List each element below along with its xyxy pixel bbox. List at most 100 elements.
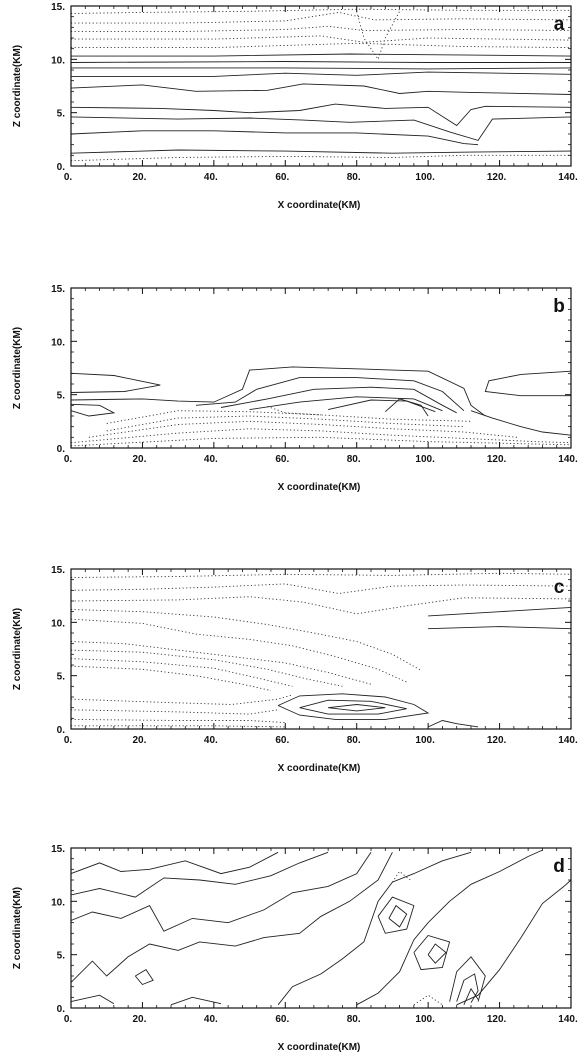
panel-label: a — [554, 14, 565, 35]
contour-dotted — [267, 405, 322, 416]
y-tick-label: 10. — [51, 55, 65, 66]
y-axis-label: Z coordinate(KM) — [12, 45, 23, 127]
contour-solid — [413, 934, 451, 971]
x-tick-label: 40. — [204, 454, 218, 465]
panel-c: 0. 20. 40. 60. 80. 100. 120. 140. 0. 5. 10. 15. X co… — [12, 565, 578, 774]
y-tick-label: 15. — [51, 2, 65, 13]
contour-solid — [356, 849, 543, 1006]
x-tick-label: 120. — [487, 454, 507, 465]
panel-b: 0. 20. 40. 60. 80. 100. 120. 140. 0. 5. 10. 15. X co… — [12, 284, 578, 493]
x-tick-label: 100. — [415, 1014, 435, 1025]
contour-solid — [249, 396, 443, 412]
contour-solid — [195, 377, 465, 412]
contours — [70, 366, 572, 447]
contour-solid — [384, 398, 429, 417]
y-tick-label: 15. — [51, 844, 65, 855]
x-tick-label: 60. — [275, 1014, 289, 1025]
panel-label: d — [553, 856, 565, 877]
contour-dotted — [71, 25, 572, 33]
contour-solid — [277, 693, 430, 720]
contour-solid — [70, 103, 572, 127]
panel-d: 0. 20. 40. 60. 80. 100. 120. 140. 0. 5. 10. 15. X co… — [12, 844, 578, 1053]
contour-dotted — [70, 436, 572, 447]
contour-dotted — [70, 609, 422, 671]
x-tick-label: 40. — [204, 172, 218, 183]
x-tick-label: 20. — [132, 454, 146, 465]
contour-solid — [456, 879, 572, 1006]
y-tick-label: 15. — [51, 284, 65, 295]
x-axis-label: X coordinate(KM) — [278, 200, 361, 211]
contour-solid — [277, 851, 472, 1006]
x-tick-label: 100. — [415, 454, 435, 465]
contour-solid — [377, 896, 415, 934]
contour-solid — [70, 403, 116, 417]
contour-dotted — [71, 725, 286, 728]
contour-dotted — [106, 415, 464, 432]
contour-solid — [70, 851, 329, 898]
contour-dotted — [71, 35, 572, 43]
panel-a: 0. 20. 40. 60. 80. 100. 120. 140. 0. 5. 10. 15. X co… — [12, 2, 578, 211]
y-tick-label: 0. — [57, 444, 66, 455]
contour-solid — [388, 904, 408, 928]
contour-solid — [70, 116, 572, 141]
plot-frame — [70, 287, 572, 449]
contours — [70, 572, 572, 728]
contour-dotted — [356, 11, 400, 61]
x-tick-label: 80. — [347, 172, 361, 183]
contour-solid — [70, 130, 479, 146]
contour-solid — [220, 386, 457, 414]
y-tick-label: 10. — [51, 897, 65, 908]
contour-dotted — [70, 596, 572, 615]
contour-dotted — [70, 709, 279, 715]
x-tick-label: 100. — [415, 735, 435, 746]
y-tick-label: 5. — [57, 391, 66, 402]
contour-solid — [70, 852, 393, 983]
panel-label: c — [554, 577, 565, 598]
contour-solid — [134, 968, 154, 986]
x-tick-label: 0. — [64, 172, 73, 183]
contours — [70, 849, 572, 1006]
y-axis-label: Z coordinate(KM) — [12, 327, 23, 409]
contour-dotted — [71, 42, 572, 49]
y-tick-label: 10. — [51, 337, 65, 348]
contour-solid — [70, 851, 279, 875]
x-tick-label: 20. — [132, 172, 146, 183]
contour-dotted — [70, 8, 571, 14]
contour-solid — [470, 410, 572, 436]
contour-dotted — [70, 641, 372, 685]
x-tick-label: 0. — [64, 735, 73, 746]
y-tick-label: 10. — [51, 618, 65, 629]
contours — [70, 8, 572, 162]
plot-frame — [70, 847, 572, 1009]
contour-dotted — [70, 572, 572, 578]
x-tick-label: 120. — [487, 735, 507, 746]
x-tick-label: 140. — [558, 172, 578, 183]
contour-dotted — [70, 154, 571, 162]
x-tick-label: 20. — [132, 1014, 146, 1025]
contour-solid — [70, 994, 115, 1005]
contour-solid — [70, 372, 161, 393]
x-tick-label: 60. — [275, 735, 289, 746]
contour-dotted — [88, 420, 518, 438]
contour-solid — [427, 943, 447, 964]
x-axis-label: X coordinate(KM) — [278, 1042, 361, 1053]
contour-solid — [428, 606, 572, 617]
y-tick-label: 5. — [57, 672, 66, 683]
x-tick-label: 0. — [64, 1014, 73, 1025]
contour-solid — [70, 366, 486, 417]
contour-dotted — [70, 428, 572, 444]
contour-solid — [70, 61, 571, 63]
contour-solid — [449, 956, 486, 1002]
x-tick-label: 40. — [204, 1014, 218, 1025]
contour-dotted — [70, 658, 293, 687]
contour-solid — [71, 67, 572, 70]
contour-solid — [328, 704, 386, 712]
contour-dotted — [71, 11, 572, 24]
x-axis-label: X coordinate(KM) — [278, 482, 361, 493]
contour-dotted — [392, 870, 411, 883]
x-tick-label: 80. — [347, 454, 361, 465]
x-tick-label: 100. — [415, 172, 435, 183]
y-tick-label: 0. — [57, 162, 66, 173]
x-tick-label: 120. — [487, 172, 507, 183]
y-axis-label: Z coordinate(KM) — [12, 608, 23, 690]
